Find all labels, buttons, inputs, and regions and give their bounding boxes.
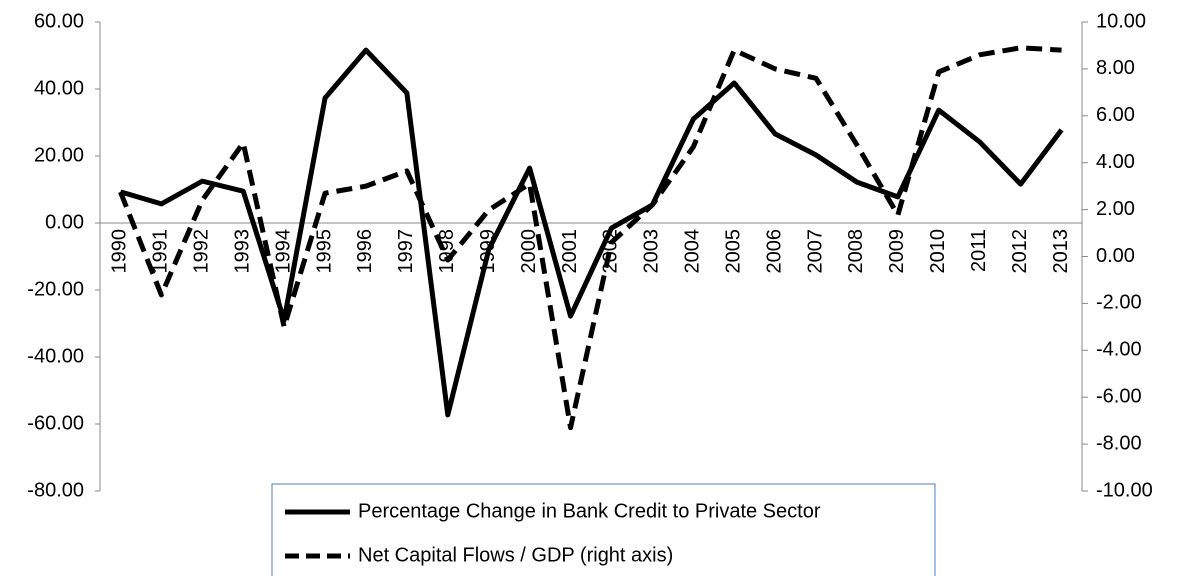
x-tick-label: 1997: [395, 229, 417, 274]
x-tick-label: 2012: [1009, 229, 1031, 274]
y2-tick-label: -4.00: [1096, 339, 1142, 361]
x-tick-label: 2001: [559, 229, 581, 274]
y2-tick-label: -10.00: [1096, 479, 1153, 501]
x-tick-label: 2009: [886, 229, 908, 274]
x-tick-label: 1994: [272, 229, 294, 274]
y-tick-label: 60.00: [34, 10, 84, 32]
y-tick-label: 20.00: [34, 144, 84, 166]
y2-tick-label: -8.00: [1096, 432, 1142, 454]
legend-box: [271, 483, 936, 576]
y2-tick-label: 8.00: [1096, 57, 1135, 79]
y2-tick-label: -2.00: [1096, 292, 1142, 314]
x-tick-label: 1990: [109, 229, 131, 274]
y2-tick-label: -6.00: [1096, 385, 1142, 407]
legend-label: Percentage Change in Bank Credit to Priv…: [358, 500, 821, 522]
x-tick-label: 2004: [682, 229, 704, 274]
x-tick-label: 2003: [641, 229, 663, 274]
y2-tick-label: 2.00: [1096, 198, 1135, 220]
x-tick-label: 2008: [845, 229, 867, 274]
y2-tick-label: 10.00: [1096, 10, 1146, 32]
x-tick-label: 1996: [354, 229, 376, 274]
x-tick-label: 2011: [968, 229, 990, 272]
y2-tick-label: 6.00: [1096, 104, 1135, 126]
y-tick-label: -80.00: [27, 479, 84, 501]
y-tick-label: 0.00: [45, 211, 84, 233]
x-tick-label: 2010: [927, 229, 949, 274]
x-tick-label: 2006: [763, 229, 785, 274]
y-tick-label: -20.00: [27, 278, 84, 300]
x-tick-label: 2000: [518, 229, 540, 274]
x-tick-label: 2007: [804, 229, 826, 274]
legend: Percentage Change in Bank Credit to Priv…: [271, 483, 936, 576]
x-tick-label: 1992: [191, 229, 213, 274]
x-tick-label: 1993: [231, 229, 253, 274]
line-series: [118, 45, 1062, 431]
y-tick-label: 40.00: [34, 77, 84, 99]
y2-tick-label: 4.00: [1096, 151, 1135, 173]
x-tick-label: 2005: [722, 229, 744, 274]
y-tick-label: -60.00: [27, 412, 84, 434]
y-tick-label: -40.00: [27, 345, 84, 367]
x-tick-label: 1998: [436, 229, 458, 274]
x-tick-label: 1995: [313, 229, 335, 274]
y2-tick-label: 0.00: [1096, 245, 1135, 267]
x-tick-label: 1991: [150, 229, 172, 274]
legend-label: Net Capital Flows / GDP (right axis): [358, 544, 673, 566]
x-tick-label: 2013: [1050, 229, 1072, 274]
